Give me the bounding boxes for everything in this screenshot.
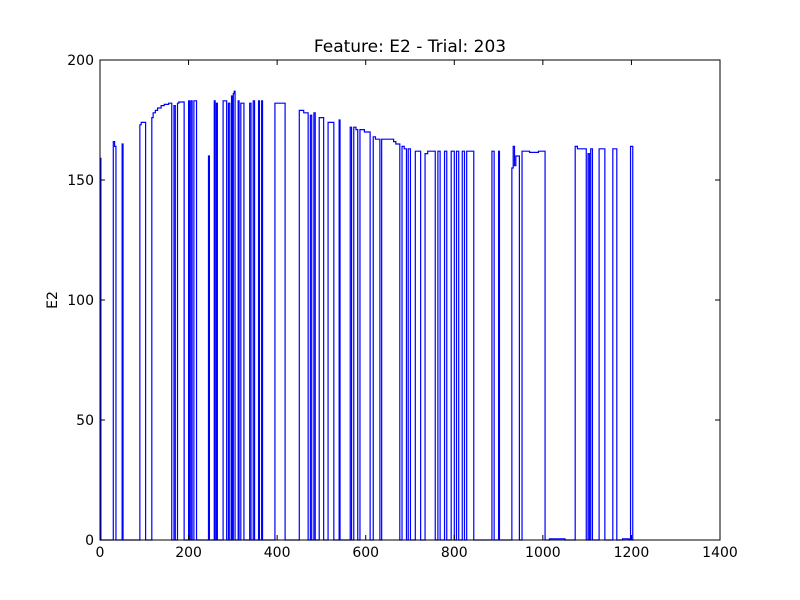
x-tick-label: 1200	[614, 545, 650, 561]
chart-title: Feature: E2 - Trial: 203	[314, 37, 506, 57]
ticks-layer: 0 200 400 600 800 1000 1200 1400 0 50 100 150 200	[67, 53, 738, 561]
x-tick-label: 600	[352, 545, 379, 561]
y-axis-label: E2	[45, 291, 61, 309]
x-tick-label: 1000	[525, 545, 561, 561]
x-tick-label: 800	[441, 545, 468, 561]
y-tick-label: 50	[76, 413, 94, 429]
y-tick-label: 100	[67, 293, 94, 309]
y-tick-label: 200	[67, 53, 94, 69]
x-tick-label: 200	[175, 545, 202, 561]
x-tick-label: 400	[264, 545, 291, 561]
y-tick-label: 0	[85, 533, 94, 549]
x-tick-label: 0	[96, 545, 105, 561]
x-tick-label: 1400	[702, 545, 738, 561]
y-tick-label: 150	[67, 173, 94, 189]
